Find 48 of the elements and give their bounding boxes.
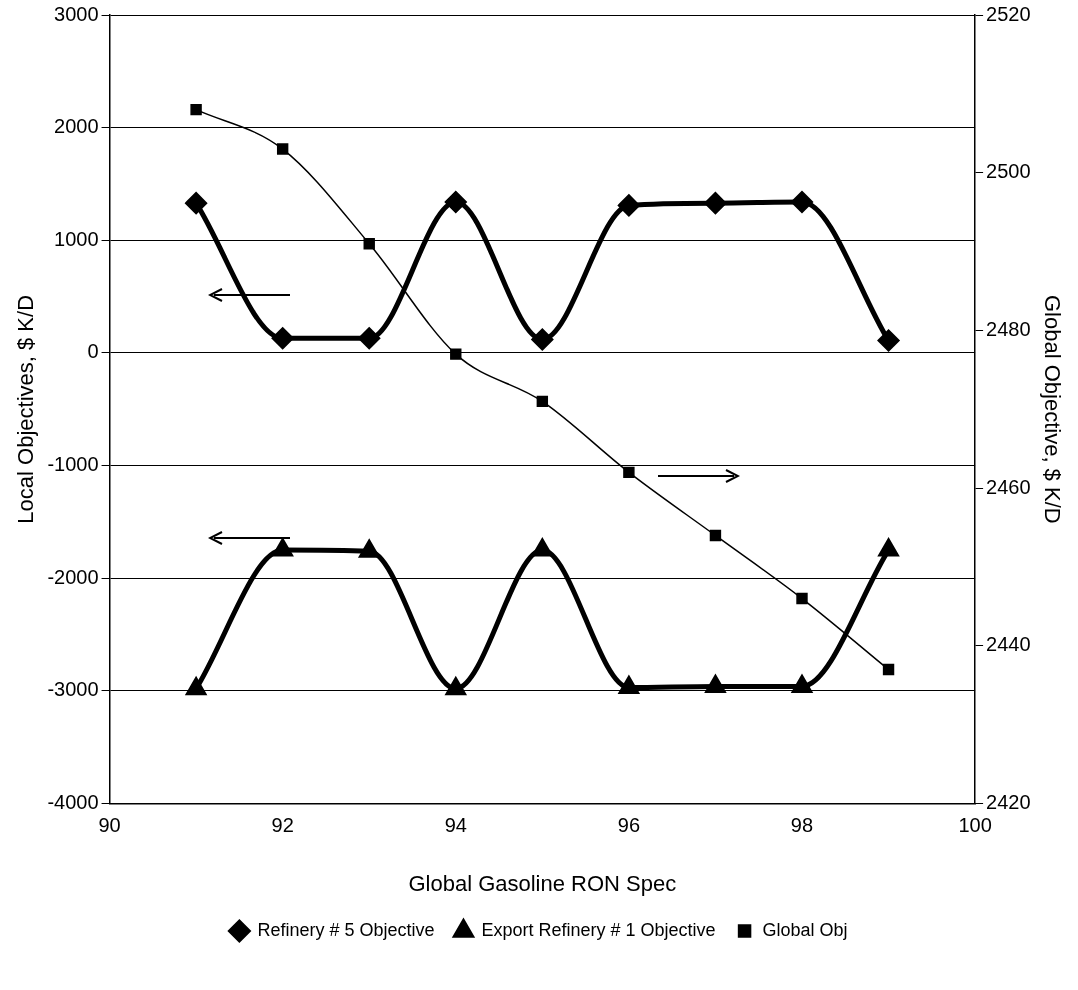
- point: [796, 592, 808, 605]
- point: [190, 103, 202, 116]
- x-tick-label: 90: [98, 814, 121, 837]
- legend-label: Export Refinery # 1 Objective: [481, 919, 716, 940]
- y-tick-label: 3000: [54, 2, 99, 25]
- x-tick-label: 94: [444, 814, 467, 837]
- point: [450, 348, 462, 360]
- y-axis-title: Local Objectives, $ K/D: [13, 294, 39, 524]
- y-tick-label: 0: [87, 340, 99, 363]
- y-tick-label: 1000: [54, 227, 99, 250]
- legend-label: Global Obj: [762, 919, 848, 940]
- y2-axis-title: Global Objective, $ K/D: [1039, 294, 1065, 524]
- y2-tick-label: 2460: [986, 475, 1031, 498]
- x-tick-label: 100: [958, 814, 992, 837]
- x-tick-label: 98: [790, 814, 814, 837]
- point: [709, 529, 722, 542]
- point: [877, 537, 900, 557]
- point: [536, 395, 549, 408]
- legend-label: Refinery # 5 Objective: [257, 919, 435, 940]
- point: [704, 673, 727, 693]
- point: [445, 191, 467, 213]
- point: [358, 327, 380, 349]
- y-tick-label: -4000: [47, 791, 99, 814]
- point: [363, 237, 375, 250]
- y-tick-label: -1000: [47, 453, 99, 476]
- point: [790, 673, 814, 693]
- y2-tick-label: 2480: [986, 317, 1031, 340]
- y2-tick-label: 2520: [986, 2, 1031, 25]
- x-tick-label: 96: [617, 814, 641, 837]
- point: [618, 194, 640, 216]
- point: [272, 327, 294, 349]
- point: [185, 192, 207, 214]
- x-tick-label: 92: [271, 814, 294, 837]
- y2-tick-label: 2500: [986, 160, 1031, 183]
- point: [704, 192, 726, 214]
- y-tick-label: 2000: [54, 115, 99, 138]
- point: [878, 330, 900, 352]
- point: [531, 328, 553, 350]
- y-tick-label: -3000: [47, 678, 99, 701]
- point: [358, 538, 379, 558]
- point: [791, 191, 813, 213]
- y-tick-label: -2000: [47, 565, 99, 588]
- y2-tick-label: 2440: [986, 633, 1031, 656]
- point: [276, 143, 289, 155]
- point: [882, 663, 895, 676]
- y2-tick-label: 2420: [986, 791, 1031, 814]
- x-axis-title: Global Gasoline RON Spec: [408, 870, 677, 896]
- point: [623, 466, 635, 479]
